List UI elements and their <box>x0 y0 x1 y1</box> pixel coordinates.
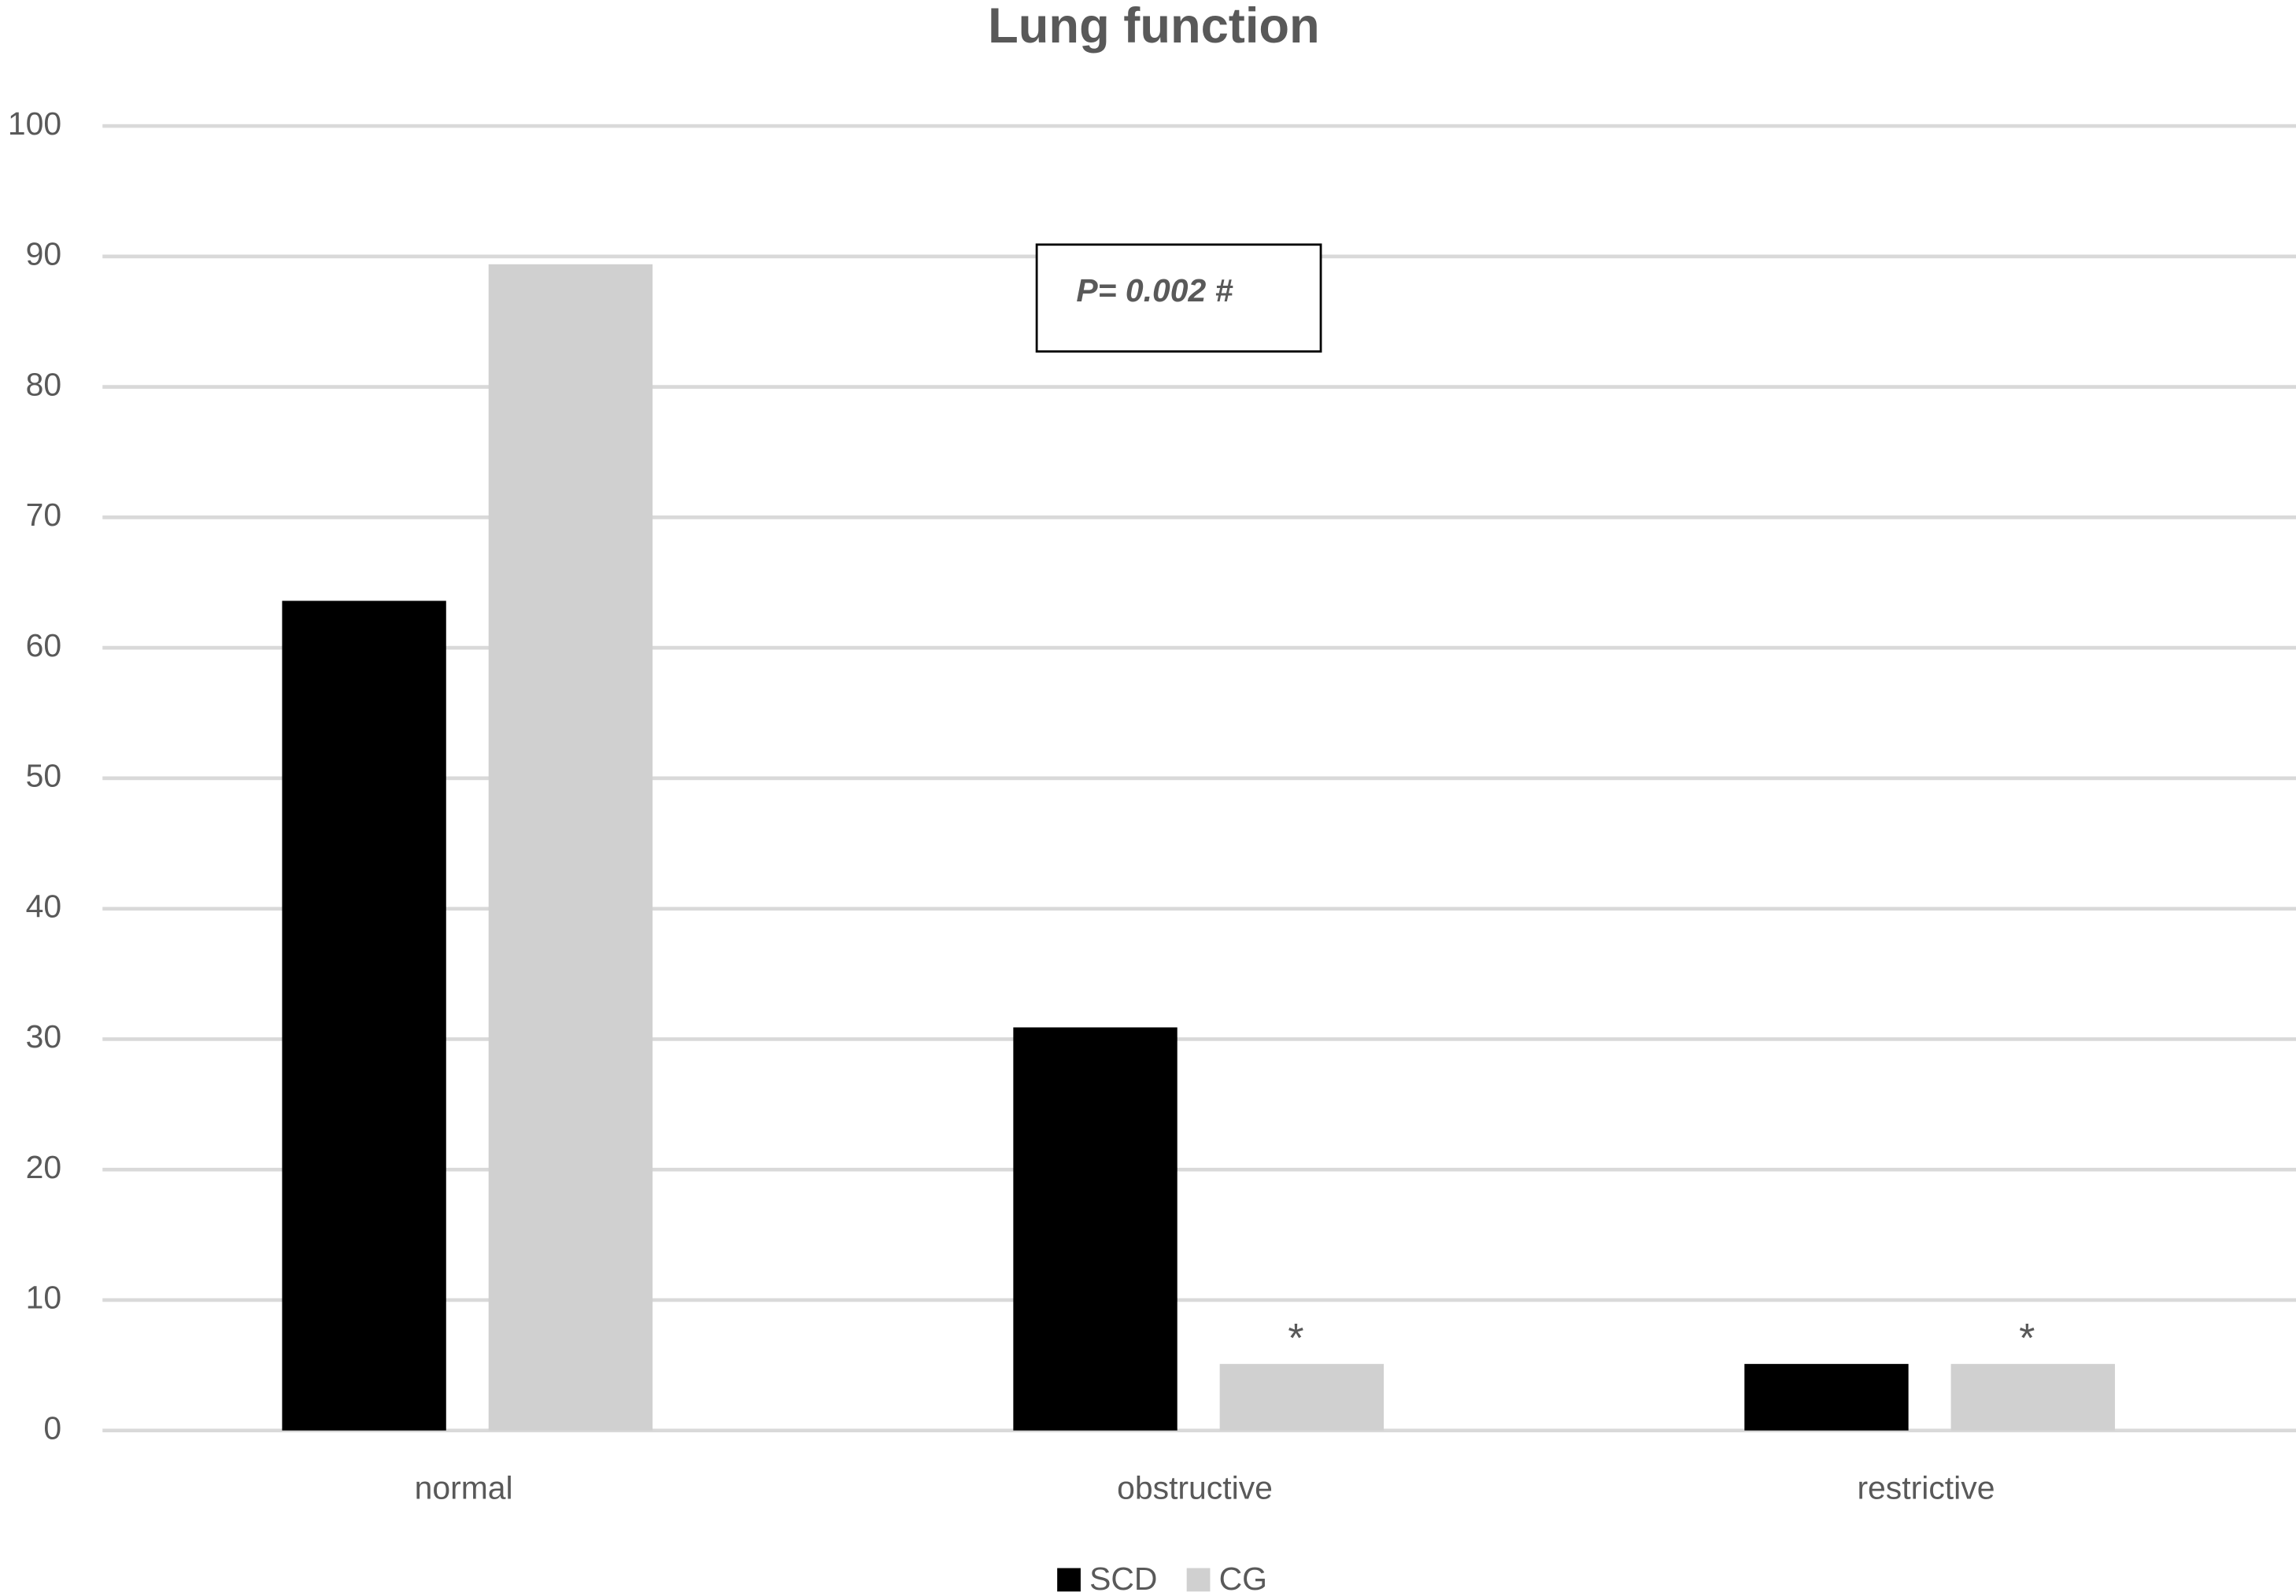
annotation-box <box>1035 243 1322 353</box>
x-tick-label: normal <box>415 1470 513 1506</box>
y-tick-label: 70 <box>26 497 62 533</box>
y-tick-label: 90 <box>26 236 62 272</box>
bar <box>488 264 653 1431</box>
y-tick-label: 40 <box>26 888 62 924</box>
annotation: * <box>2019 1316 2035 1361</box>
bar <box>1744 1364 1909 1431</box>
legend: SCD CG <box>1057 1561 1267 1596</box>
y-tick-label: 50 <box>26 758 62 794</box>
legend-label: CG <box>1219 1561 1267 1596</box>
chart-title: Lung function <box>988 0 1320 54</box>
y-tick-label: 20 <box>26 1149 62 1185</box>
x-tick-label: restrictive <box>1857 1470 1995 1506</box>
y-tick-label: 80 <box>26 366 62 402</box>
y-tick-label: 30 <box>26 1018 62 1055</box>
legend-swatch <box>1186 1568 1211 1592</box>
bar <box>1013 1027 1178 1431</box>
y-tick-label: 100 <box>8 105 61 142</box>
bar <box>1950 1364 2115 1431</box>
y-tick-label: 0 <box>43 1409 61 1446</box>
annotation: * <box>1288 1316 1303 1361</box>
bar <box>1219 1364 1385 1431</box>
annotation: P= 0.002 # <box>1076 272 1233 308</box>
legend-swatch <box>1057 1568 1081 1592</box>
y-tick-label: 10 <box>26 1280 62 1316</box>
legend-label: SCD <box>1089 1561 1157 1596</box>
y-tick-label: 60 <box>26 627 62 663</box>
x-tick-label: obstructive <box>1117 1470 1273 1506</box>
bar <box>282 600 446 1431</box>
